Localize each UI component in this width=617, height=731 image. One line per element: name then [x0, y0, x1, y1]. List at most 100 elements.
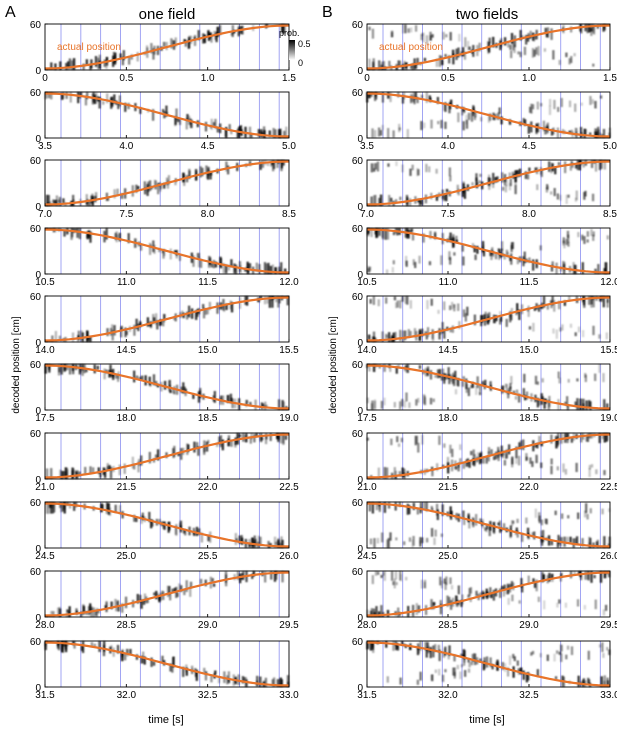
- probability-blob: [48, 502, 52, 508]
- probability-blob: [523, 373, 526, 383]
- probability-blob: [210, 34, 213, 43]
- probability-blob: [260, 129, 263, 138]
- probability-blob: [554, 167, 557, 175]
- y-tick-label: 0: [357, 544, 363, 555]
- probability-blob: [415, 603, 419, 615]
- probability-blob: [465, 459, 468, 467]
- probability-blob: [482, 456, 485, 464]
- probability-blob: [503, 177, 507, 186]
- probability-blob: [507, 41, 510, 48]
- probability-blob: [608, 649, 611, 656]
- probability-blob: [522, 118, 525, 124]
- probability-blob: [600, 160, 603, 169]
- probability-blob: [153, 592, 156, 596]
- probability-blob: [505, 249, 509, 255]
- probability-blob: [595, 131, 599, 138]
- probability-blob: [445, 188, 449, 193]
- probability-blob: [449, 599, 453, 610]
- probability-blob: [378, 502, 381, 513]
- probability-blob: [510, 375, 513, 385]
- probability-blob: [215, 31, 218, 43]
- probability-blob: [449, 444, 452, 454]
- probability-blob: [550, 28, 553, 40]
- probability-blob: [562, 463, 565, 473]
- probability-blob: [283, 130, 286, 138]
- probability-blob: [225, 303, 228, 310]
- probability-blob: [214, 670, 217, 675]
- probability-blob: [367, 265, 370, 272]
- probability-blob: [532, 322, 535, 332]
- x-tick-label: 14.0: [357, 345, 377, 356]
- probability-blob: [285, 126, 288, 138]
- probability-blob: [527, 575, 530, 585]
- probability-blob: [453, 667, 456, 677]
- probability-blob: [118, 95, 121, 107]
- probability-blob: [605, 332, 608, 340]
- probability-blob: [593, 575, 596, 579]
- probability-blob: [453, 654, 456, 662]
- x-tick-label: 15.0: [519, 345, 539, 356]
- probability-blob: [540, 393, 543, 405]
- probability-blob: [276, 539, 280, 548]
- x-tick-label: 15.0: [198, 345, 218, 356]
- probability-blob: [439, 331, 442, 335]
- probability-blob: [462, 649, 466, 659]
- probability-blob: [528, 326, 532, 330]
- probability-blob: [543, 600, 546, 610]
- ylabel-b: decoded position [cm]: [328, 316, 339, 414]
- probability-blob: [522, 388, 526, 398]
- x-tick-label: 1.0: [201, 73, 215, 84]
- probability-blob: [567, 515, 570, 519]
- probability-blob: [429, 230, 432, 239]
- probability-blob: [565, 194, 568, 204]
- probability-blob: [127, 56, 131, 65]
- probability-blob: [569, 536, 572, 543]
- probability-blob: [105, 228, 108, 240]
- probability-blob: [581, 235, 584, 241]
- probability-blob: [548, 105, 552, 116]
- probability-blob: [593, 373, 597, 382]
- probability-blob: [587, 650, 590, 660]
- colorbar-max-label: 0.5: [298, 39, 311, 49]
- probability-blob: [387, 332, 391, 342]
- probability-blob: [420, 199, 424, 206]
- probability-blob: [234, 437, 237, 445]
- actual-position-line: [366, 92, 611, 138]
- probability-blob: [552, 328, 555, 334]
- probability-blob: [263, 571, 267, 583]
- probability-blob: [455, 235, 458, 243]
- probability-blob: [606, 296, 609, 308]
- y-tick-label: 60: [352, 429, 364, 440]
- probability-blob: [373, 399, 377, 409]
- y-tick-label: 0: [35, 338, 41, 349]
- x-tick-label: 14.5: [438, 345, 458, 356]
- probability-blob: [500, 241, 504, 251]
- probability-blob: [44, 642, 47, 647]
- probability-blob: [602, 609, 606, 616]
- probability-blob: [590, 228, 593, 236]
- probability-blob: [443, 375, 446, 381]
- probability-blob: [550, 458, 553, 465]
- probability-blob: [375, 606, 378, 617]
- probability-blob: [255, 433, 258, 437]
- probability-blob: [466, 40, 470, 51]
- probability-blob: [468, 662, 471, 668]
- probability-blob: [98, 96, 101, 109]
- x-tick-label: 21.0: [35, 482, 55, 493]
- probability-blob: [441, 674, 445, 682]
- probability-blob: [373, 130, 377, 138]
- probability-blob: [419, 502, 423, 510]
- probability-blob: [374, 163, 378, 170]
- probability-blob: [403, 60, 406, 65]
- probability-blob: [462, 376, 465, 380]
- probability-blob: [486, 41, 490, 51]
- probability-blob: [485, 656, 489, 668]
- probability-blob: [392, 641, 395, 651]
- probability-blob: [250, 433, 253, 440]
- probability-blob: [443, 328, 446, 339]
- probability-blob: [277, 433, 280, 442]
- probability-blob: [423, 581, 426, 589]
- y-tick-label: 0: [357, 338, 363, 349]
